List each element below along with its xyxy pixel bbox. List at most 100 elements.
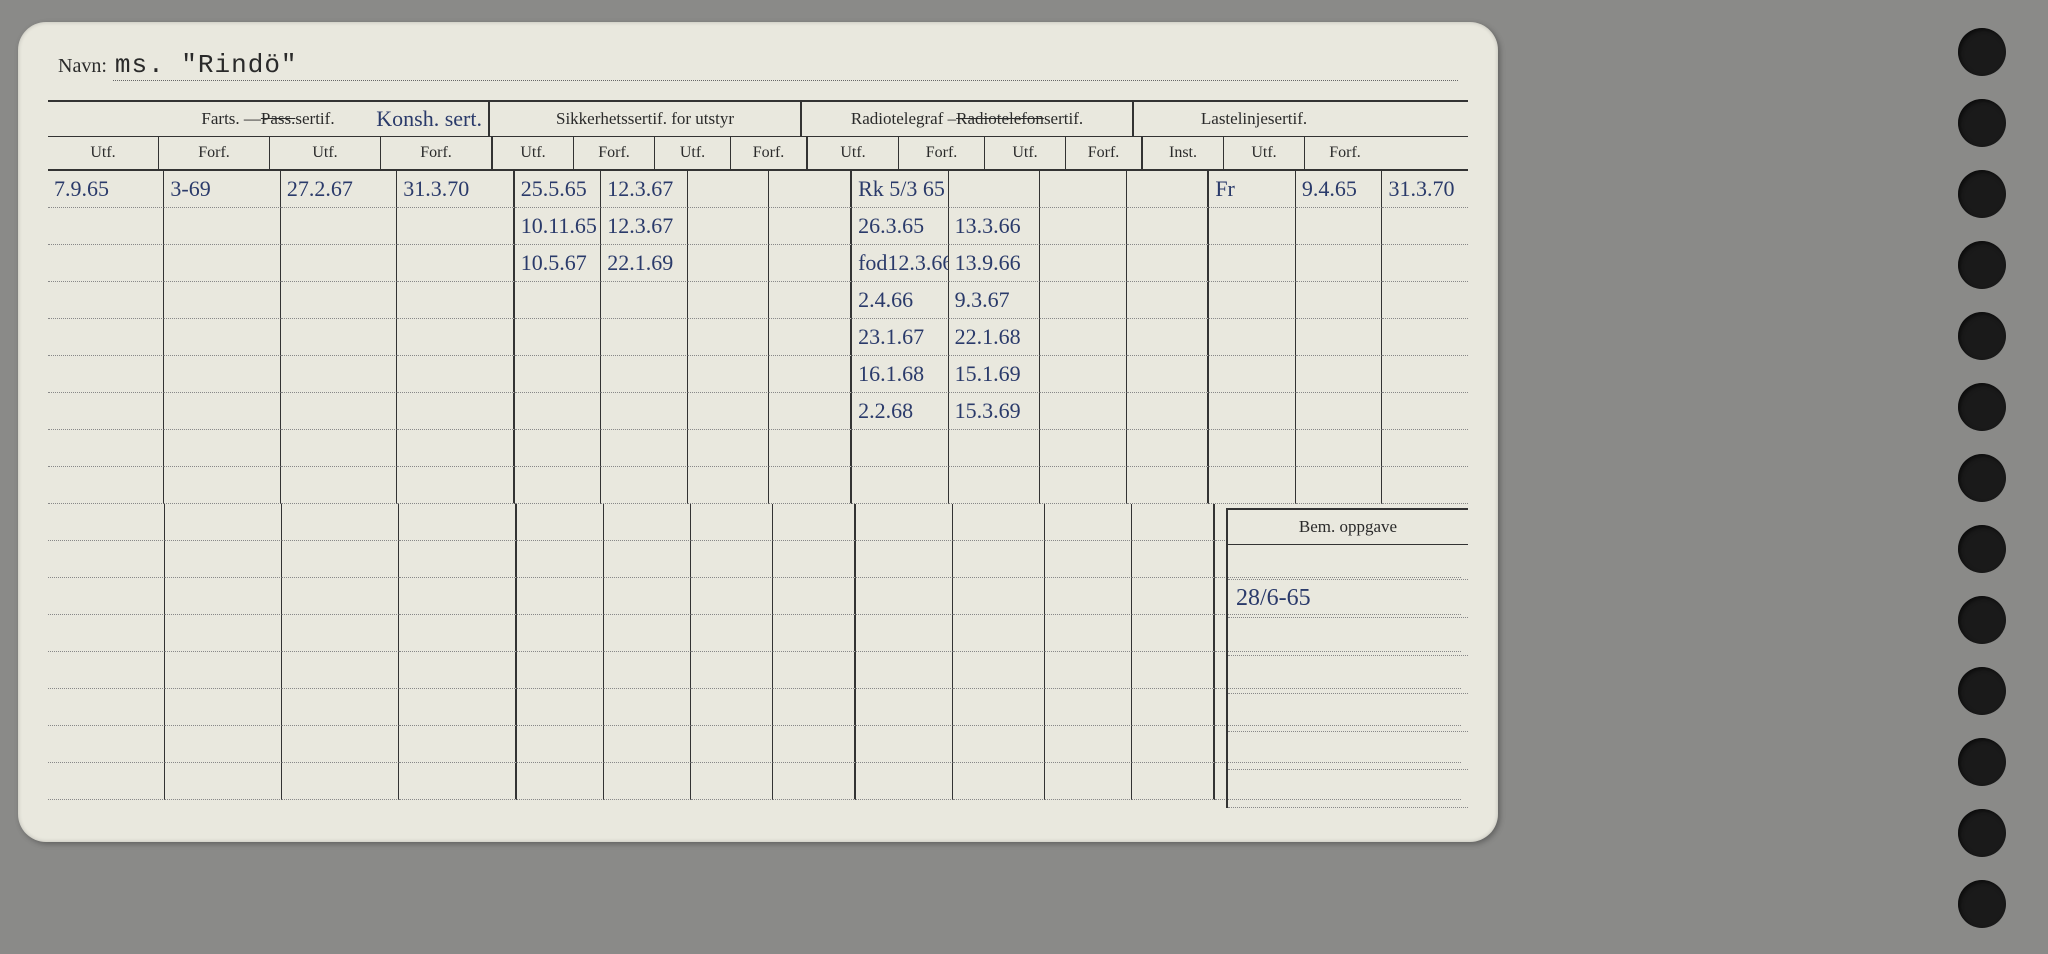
cell <box>164 282 280 319</box>
cell <box>856 652 953 689</box>
cell <box>164 319 280 356</box>
cell <box>773 578 856 615</box>
cell <box>688 467 770 504</box>
cell <box>281 208 397 245</box>
cell: Rk 5/3 65 <box>852 171 949 208</box>
cell <box>691 615 773 652</box>
cell <box>1045 541 1132 578</box>
cell <box>282 652 399 689</box>
cell <box>48 652 165 689</box>
cell <box>1209 208 1296 245</box>
cell <box>1127 171 1210 208</box>
hole-icon <box>1958 454 2006 502</box>
name-value: ms. "Rindö" <box>115 50 298 80</box>
cell <box>48 726 165 763</box>
cell <box>691 578 773 615</box>
cell <box>1040 467 1127 504</box>
bem-row <box>1228 732 1468 770</box>
cell <box>1040 171 1127 208</box>
cell <box>48 504 165 541</box>
cell <box>1132 763 1215 800</box>
cell <box>769 319 852 356</box>
section-sikkerhet: Sikkerhetssertif. for utstyr <box>490 102 802 136</box>
cell <box>1382 245 1468 282</box>
cell <box>1127 430 1210 467</box>
cell <box>1040 356 1127 393</box>
cell <box>856 541 953 578</box>
punch-holes <box>1958 28 2008 928</box>
cell <box>601 282 688 319</box>
grid: Farts. — Pass. sertif. Konsh. sert. Sikk… <box>48 100 1468 822</box>
cell <box>1040 319 1127 356</box>
cell: 2.4.66 <box>852 282 949 319</box>
cell <box>517 726 604 763</box>
cell: 25.5.65 <box>515 171 602 208</box>
cell <box>691 726 773 763</box>
cell <box>1040 430 1127 467</box>
farts-title-strike: Pass. <box>261 109 295 129</box>
cell <box>773 541 856 578</box>
cell <box>769 171 852 208</box>
cell: 31.3.70 <box>1382 171 1468 208</box>
hole-icon <box>1958 383 2006 431</box>
rad-strike: Radiotelefon <box>956 109 1044 129</box>
cell: 13.3.66 <box>949 208 1041 245</box>
cell <box>399 652 517 689</box>
cell <box>1040 282 1127 319</box>
cell <box>604 652 691 689</box>
cell <box>1127 393 1210 430</box>
cell <box>1045 652 1132 689</box>
table-row: 23.1.6722.1.68 <box>48 319 1468 356</box>
rad-b: sertif. <box>1044 109 1083 129</box>
cell: 2.2.68 <box>852 393 949 430</box>
cell: 12.3.67 <box>601 208 688 245</box>
cell <box>282 689 399 726</box>
cell <box>601 319 688 356</box>
cell <box>164 393 280 430</box>
cell <box>1132 541 1215 578</box>
cell <box>604 504 691 541</box>
cell <box>1209 467 1296 504</box>
col-sikk-utf2: Utf. <box>655 137 731 169</box>
cell <box>953 652 1045 689</box>
cell <box>282 578 399 615</box>
cell <box>691 652 773 689</box>
cell <box>515 430 602 467</box>
cell <box>1045 615 1132 652</box>
cell <box>397 208 514 245</box>
cell <box>1296 356 1383 393</box>
col-last-inst: Inst. <box>1143 137 1224 169</box>
cell <box>953 726 1045 763</box>
cell <box>48 245 164 282</box>
cell <box>399 689 517 726</box>
cell <box>517 541 604 578</box>
cell <box>282 763 399 800</box>
table-row: 16.1.6815.1.69 <box>48 356 1468 393</box>
cell <box>1127 282 1210 319</box>
cell <box>517 652 604 689</box>
cell <box>1045 504 1132 541</box>
cell <box>1040 393 1127 430</box>
cell <box>517 504 604 541</box>
cell <box>1132 689 1215 726</box>
cell <box>852 467 949 504</box>
cell: 22.1.68 <box>949 319 1041 356</box>
hole-icon <box>1958 738 2006 786</box>
cell <box>1045 763 1132 800</box>
cell <box>691 689 773 726</box>
cell <box>688 356 770 393</box>
hole-icon <box>1958 312 2006 360</box>
cell <box>1209 319 1296 356</box>
cell <box>1296 430 1383 467</box>
cell <box>1209 245 1296 282</box>
cell <box>688 208 770 245</box>
cell: 9.3.67 <box>949 282 1041 319</box>
cell: 15.3.69 <box>949 393 1041 430</box>
cell <box>397 356 514 393</box>
cell <box>282 504 399 541</box>
cell <box>397 393 514 430</box>
cell <box>856 504 953 541</box>
cell <box>165 615 282 652</box>
cell <box>515 356 602 393</box>
name-row: Navn: ms. "Rindö" <box>58 50 1458 80</box>
